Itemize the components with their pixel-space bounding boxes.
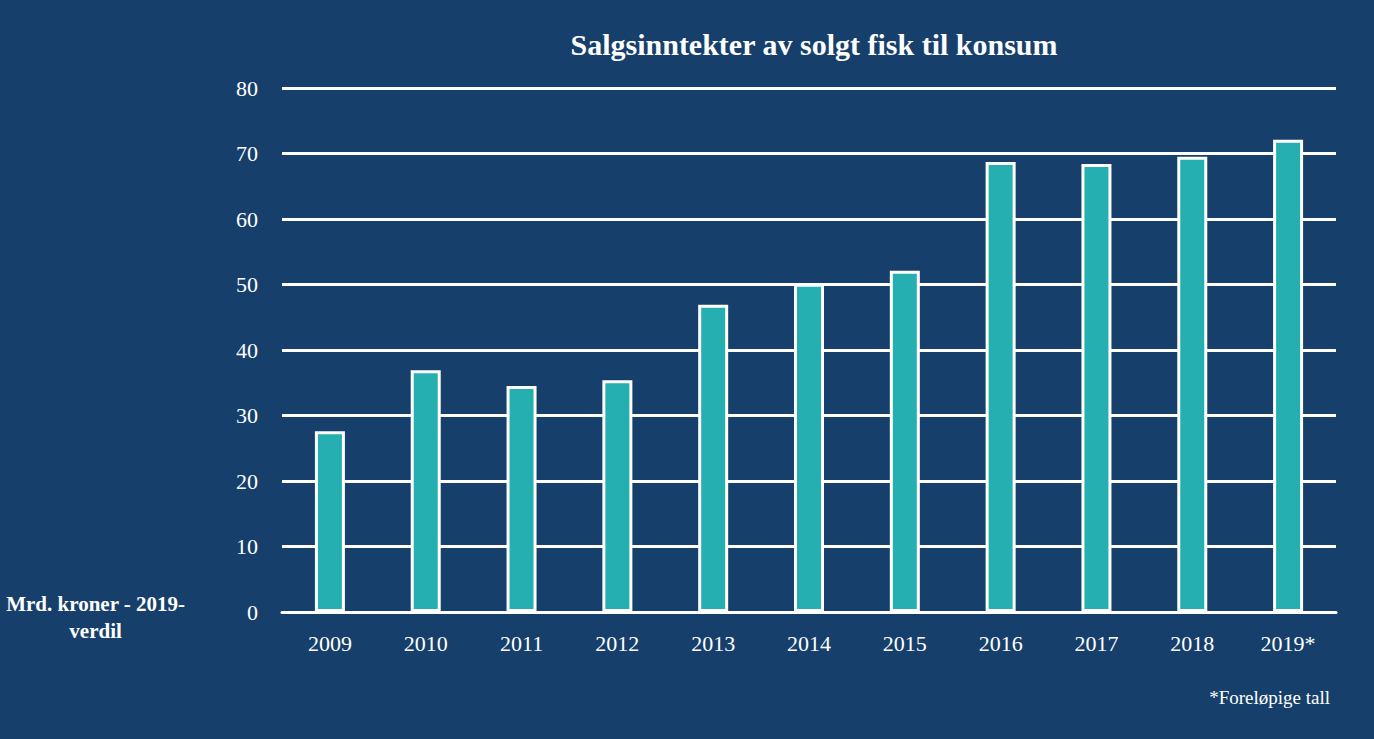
svg-text:2010: 2010	[404, 631, 448, 656]
svg-text:2013: 2013	[691, 631, 735, 656]
svg-text:40: 40	[236, 338, 258, 363]
svg-text:2009: 2009	[308, 631, 352, 656]
svg-text:60: 60	[236, 207, 258, 232]
svg-text:2014: 2014	[787, 631, 831, 656]
svg-text:30: 30	[236, 403, 258, 428]
svg-text:2011: 2011	[500, 631, 543, 656]
svg-text:2019*: 2019*	[1261, 631, 1316, 656]
svg-text:70: 70	[236, 141, 258, 166]
svg-text:10: 10	[236, 534, 258, 559]
svg-text:2015: 2015	[883, 631, 927, 656]
svg-text:*Foreløpige tall: *Foreløpige tall	[1209, 687, 1330, 708]
svg-text:50: 50	[236, 272, 258, 297]
svg-text:Mrd. kroner - 2019-: Mrd. kroner - 2019-	[6, 592, 185, 616]
svg-text:Salgsinntekter av solgt fisk t: Salgsinntekter av solgt fisk til konsum	[570, 28, 1057, 61]
svg-text:0: 0	[247, 600, 258, 625]
svg-text:2012: 2012	[595, 631, 639, 656]
svg-text:2016: 2016	[979, 631, 1023, 656]
svg-text:verdil: verdil	[69, 619, 122, 643]
svg-text:20: 20	[236, 469, 258, 494]
svg-text:80: 80	[236, 76, 258, 101]
svg-text:2018: 2018	[1170, 631, 1214, 656]
svg-text:2017: 2017	[1074, 631, 1118, 656]
